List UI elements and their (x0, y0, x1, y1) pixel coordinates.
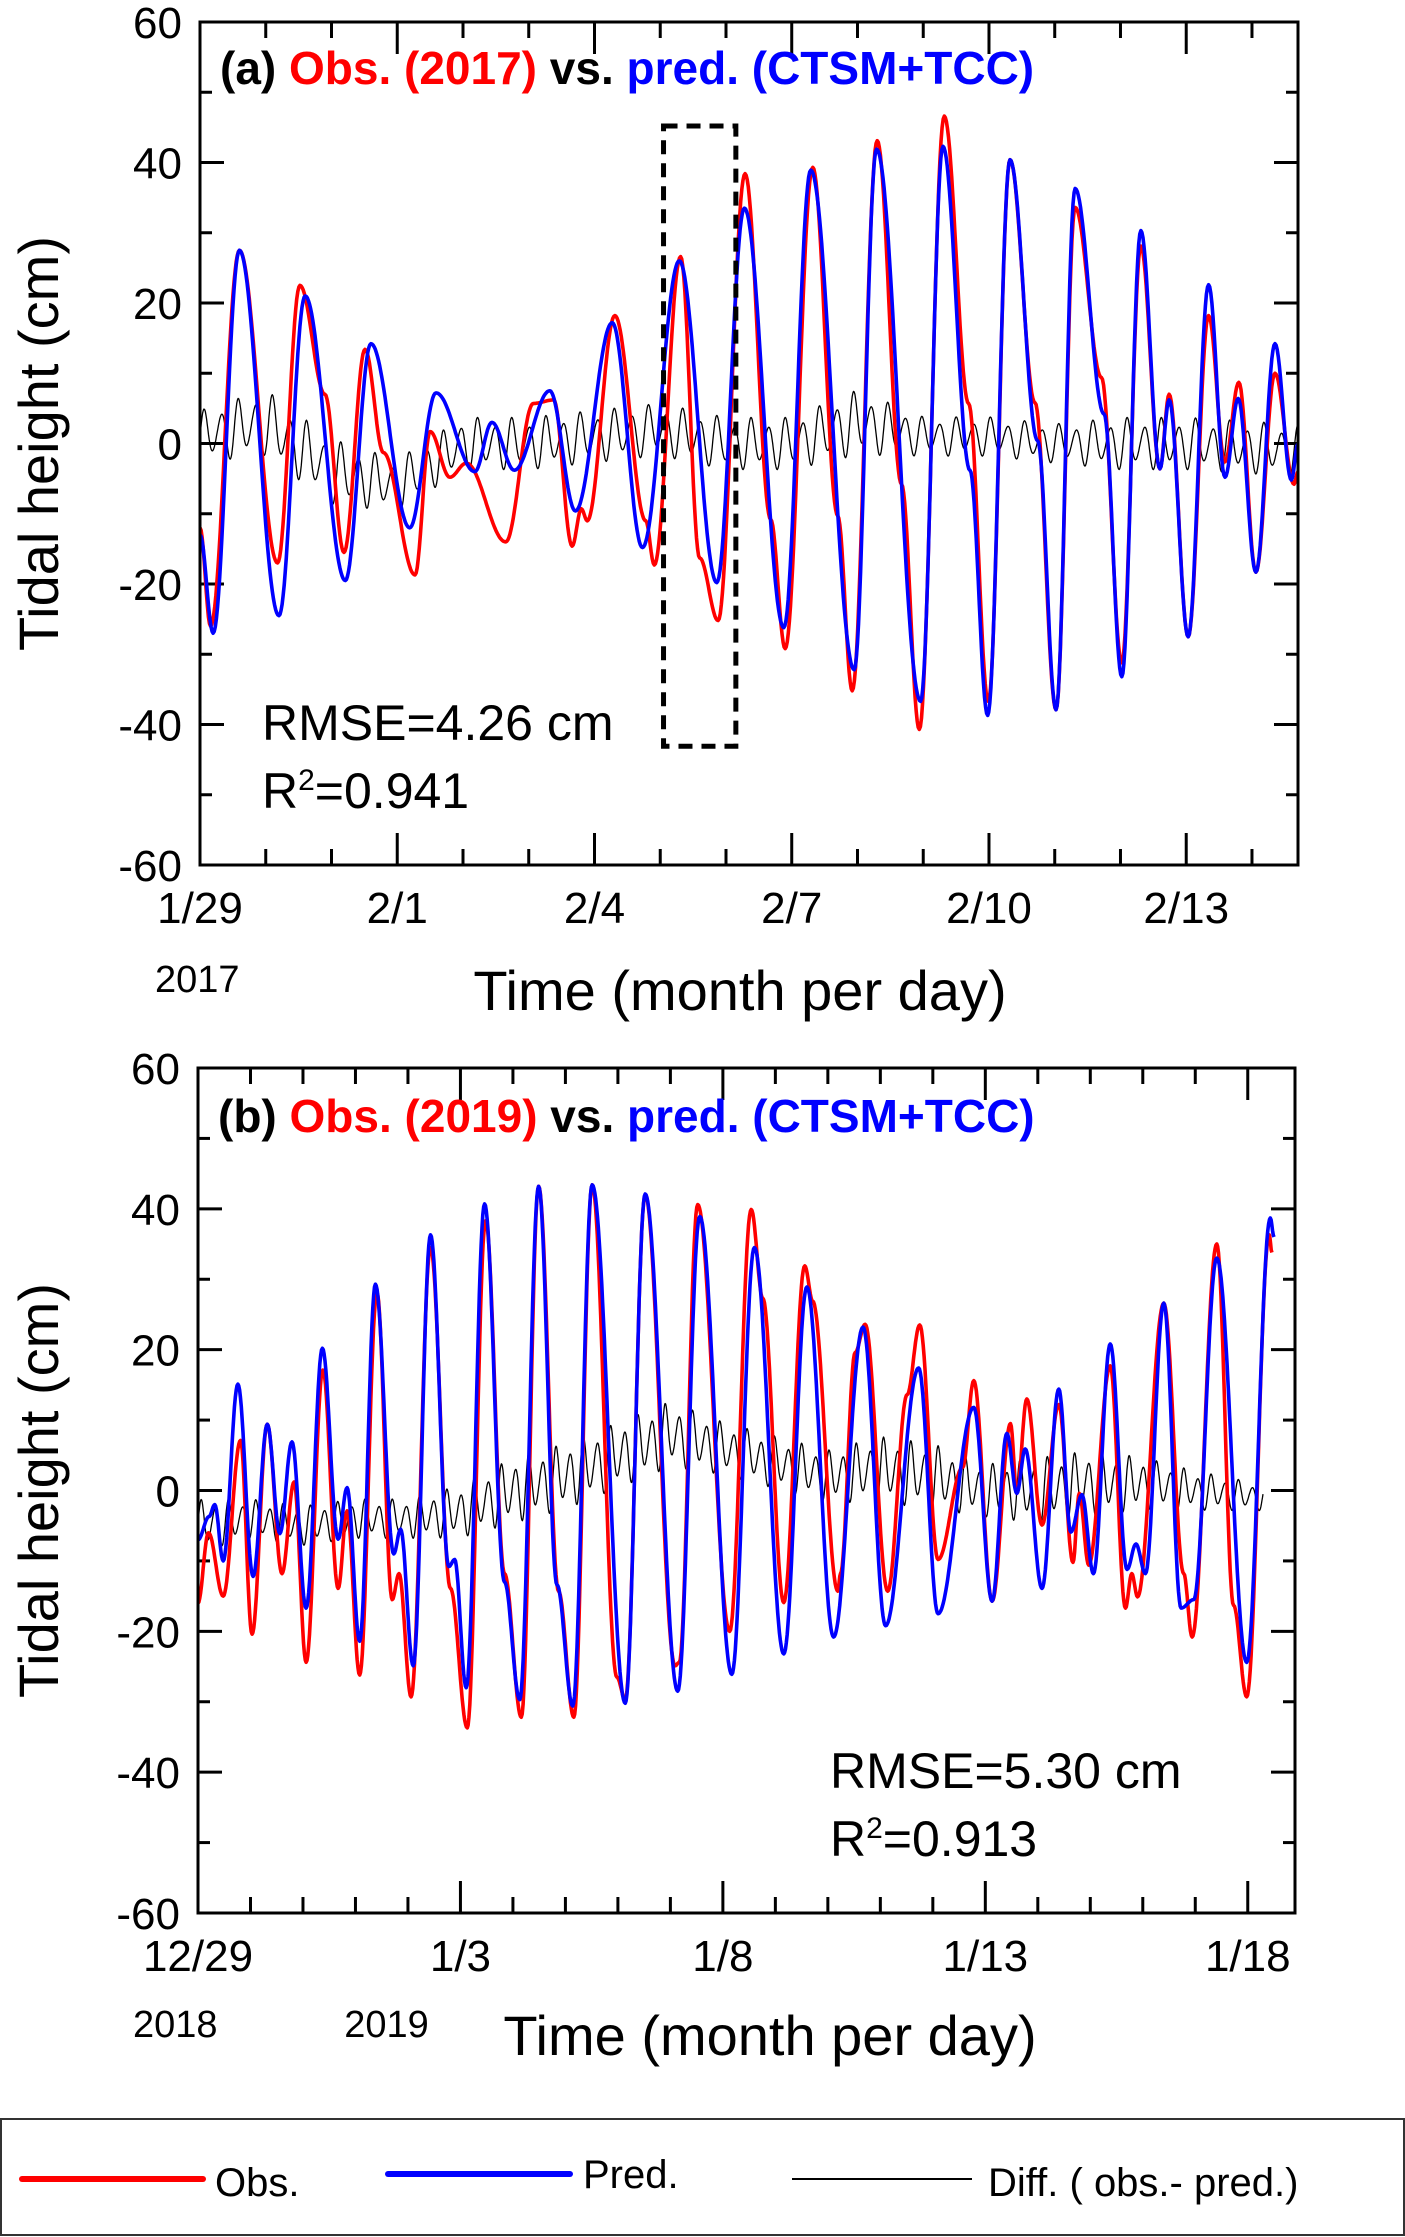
year-label: 2017 (155, 959, 240, 1001)
x-tick-label: 2/10 (946, 884, 1032, 933)
r2-label: R2=0.941 (262, 763, 469, 819)
legend-box (0, 2118, 1405, 2236)
x-tick-label: 1/18 (1205, 1932, 1291, 1981)
year-label: 2019 (344, 2004, 429, 2046)
panel-title-part: vs. (537, 42, 627, 94)
panel-title-part: pred. (CTSM+TCC) (627, 42, 1035, 94)
plot-area (198, 1183, 1276, 1730)
x-tick-label: 1/13 (943, 1932, 1029, 1981)
r2-prefix: R (830, 1811, 866, 1867)
x-tick-label: 1/8 (692, 1932, 753, 1981)
series-line-pred (198, 1183, 1276, 1708)
legend-label-pred: Pred. (583, 2153, 679, 2197)
plot-frame (198, 20, 1300, 867)
y-tick-label: 20 (131, 1327, 180, 1376)
series-line-diff (200, 390, 1298, 510)
r2-label: R2=0.913 (830, 1811, 1037, 1867)
panel-a-chart: -60 -40 -20 0 20 40 60 1/29 2/1 2/4 2/7 2/10 2/13 201… (7, 0, 1300, 1022)
panel-title-part: Obs. (2017) (289, 42, 537, 94)
r2-superscript: 2 (866, 1812, 883, 1845)
series-line-diff (198, 1402, 1264, 1547)
panel-title: (a) Obs. (2017) vs. pred. (CTSM+TCC) (220, 42, 1034, 94)
panel-title-part: vs. (538, 1090, 628, 1142)
y-axis-title: Tidal height (cm) (7, 1283, 70, 1698)
r2-value: =0.941 (315, 763, 469, 819)
x-tick-label: 12/29 (143, 1932, 253, 1981)
x-tick-label: 1/29 (157, 884, 243, 933)
panel-b-chart: -60 -40 -20 0 20 40 60 12/29 1/3 1/8 1/13 1/18 2018 2… (7, 1045, 1297, 2067)
x-axis-title: Time (month per day) (473, 959, 1006, 1022)
legend: Obs. Pred. Diff. ( obs.- pred.) (0, 2118, 1405, 2236)
y-tick-label: 0 (158, 421, 182, 470)
x-tick-label: 1/3 (430, 1932, 491, 1981)
rmse-label: RMSE=4.26 cm (262, 695, 614, 751)
y-axis-title: Tidal height (cm) (7, 236, 70, 651)
y-tick-label: 60 (131, 1045, 180, 1094)
y-tick-label: -20 (118, 561, 182, 610)
panel-title-part: (b) (218, 1090, 290, 1142)
r2-value: =0.913 (883, 1811, 1037, 1867)
year-label: 2018 (133, 2004, 218, 2046)
y-tick-label: 20 (133, 280, 182, 329)
y-tick-label: -60 (116, 1890, 180, 1939)
highlight-box (661, 123, 739, 749)
x-axis-title: Time (month per day) (503, 2004, 1036, 2067)
r2-prefix: R (262, 763, 298, 819)
y-tick-label: 0 (156, 1468, 180, 1517)
x-tick-label: 2/4 (564, 884, 625, 933)
series-line-pred (200, 144, 1298, 718)
x-tick-label: 2/1 (367, 884, 428, 933)
panel-title-part: pred. (CTSM+TCC) (627, 1090, 1035, 1142)
x-tick-label: 2/13 (1143, 884, 1229, 933)
y-tick-label: -20 (116, 1608, 180, 1657)
y-tick-label: -60 (118, 842, 182, 891)
panel-title-part: (a) (220, 42, 289, 94)
plot-area (200, 114, 1298, 732)
legend-label-diff: Diff. ( obs.- pred.) (988, 2161, 1298, 2205)
rmse-label: RMSE=5.30 cm (830, 1743, 1182, 1799)
r2-superscript: 2 (298, 764, 315, 797)
y-tick-label: 60 (133, 0, 182, 48)
y-tick-label: -40 (116, 1749, 180, 1798)
panel-title-part: Obs. (2019) (290, 1090, 538, 1142)
plot-frame (196, 1066, 1297, 1915)
y-tick-label: 40 (131, 1186, 180, 1235)
panel-title: (b) Obs. (2019) vs. pred. (CTSM+TCC) (218, 1090, 1035, 1142)
legend-label-obs: Obs. (215, 2161, 299, 2205)
y-tick-label: -40 (118, 702, 182, 751)
x-tick-label: 2/7 (761, 884, 822, 933)
y-tick-label: 40 (133, 140, 182, 189)
